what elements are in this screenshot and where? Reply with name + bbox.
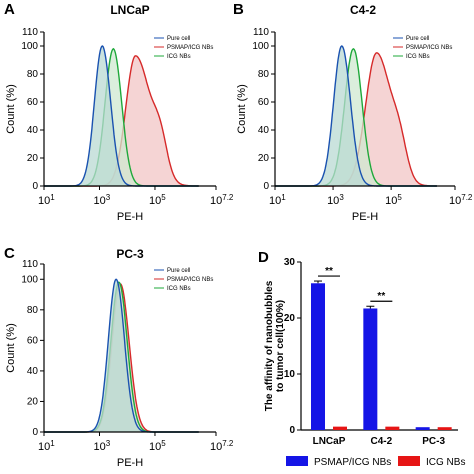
series-fill-0	[275, 46, 437, 186]
legend-label: Pure cell	[167, 36, 190, 42]
y-tick-label: 80	[27, 305, 39, 316]
bar-pc-3-0	[415, 427, 430, 430]
legend-label: PSMAP/ICG NBs	[314, 457, 391, 468]
y-axis-label: The affinity of nanobubblesto tumor cell…	[264, 280, 286, 411]
panel-title: C4-2	[350, 3, 376, 17]
x-tick-label: 103	[327, 193, 344, 207]
x-tick-label: 103	[93, 439, 110, 453]
x-axis-label: PE-H	[117, 211, 143, 223]
x-axis-label: PE-H	[352, 211, 378, 223]
y-tick-label: 20	[284, 313, 296, 324]
significance-label: **	[325, 266, 333, 277]
y-tick-label: 110	[22, 27, 38, 38]
y-tick-label: 0	[263, 181, 269, 192]
x-tick-label: LNCaP	[313, 436, 346, 447]
legend-label: Pure cell	[167, 268, 190, 274]
legend-label: ICG NBs	[406, 54, 430, 60]
bar-c4-2-0	[363, 308, 378, 430]
bar-pc-3-1	[437, 427, 452, 430]
x-tick-label: 101	[269, 193, 286, 207]
x-tick-label: 105	[385, 193, 402, 207]
histogram-panel-a: A LNCaP 0 20 40 60 80 100 110 101 103 105 107.2 PE-H C…	[4, 1, 234, 223]
legend-label: PSMAP/ICG NBs	[406, 45, 452, 51]
y-tick-label: 0	[32, 181, 38, 192]
y-tick-label: 40	[27, 366, 39, 377]
legend-label: ICG NBs	[167, 54, 191, 60]
y-tick-label: 0	[289, 425, 295, 436]
y-tick-label: 110	[22, 259, 38, 270]
y-tick-label: 10	[284, 369, 296, 380]
panel-title: LNCaP	[110, 3, 149, 17]
y-axis-label: Count (%)	[236, 84, 248, 134]
x-tick-label: 107.2	[210, 193, 234, 207]
histogram-panel-b: B C4-2 0 20 40 60 80 100 110 101 103 105 107.2 PE-H Co…	[233, 1, 473, 223]
legend-swatch	[398, 456, 420, 466]
y-tick-label: 110	[253, 27, 269, 38]
y-axis-label: Count (%)	[5, 323, 17, 373]
y-tick-label: 30	[284, 257, 296, 268]
y-axis-label: Count (%)	[5, 84, 17, 134]
legend-label: ICG NBs	[426, 457, 465, 468]
panel-letter: A	[4, 1, 15, 18]
y-tick-label: 40	[258, 125, 270, 136]
y-tick-label: 80	[27, 69, 39, 80]
series-fill-2	[275, 48, 437, 186]
legend-label: Pure cell	[406, 36, 429, 42]
x-tick-label: 105	[149, 193, 166, 207]
panel-letter: C	[4, 245, 15, 262]
series-fill-2	[44, 48, 199, 186]
y-tick-label: 60	[27, 97, 39, 108]
y-tick-label: 100	[252, 41, 269, 52]
panel-title: PC-3	[116, 247, 144, 261]
series-fill-1	[275, 52, 437, 186]
significance-label: **	[377, 291, 385, 302]
y-tick-label: 100	[21, 274, 38, 285]
x-tick-label: 103	[93, 193, 110, 207]
y-tick-label: 20	[27, 396, 39, 407]
panel-letter: D	[258, 249, 269, 266]
y-tick-label: 20	[27, 153, 39, 164]
x-tick-label: 105	[149, 439, 166, 453]
bar-lncap-1	[333, 426, 347, 430]
legend-label: PSMAP/ICG NBs	[167, 277, 213, 283]
panel-letter: B	[233, 1, 244, 18]
bar-c4-2-1	[385, 426, 400, 430]
x-tick-label: PC-3	[422, 436, 445, 447]
series-fill-0	[44, 279, 199, 432]
x-tick-label: 101	[38, 439, 55, 453]
x-tick-label: C4-2	[370, 436, 392, 447]
y-tick-label: 80	[258, 69, 270, 80]
y-tick-label: 40	[27, 125, 39, 136]
y-tick-label: 0	[32, 427, 38, 438]
x-axis-label: PE-H	[117, 457, 143, 469]
y-tick-label: 20	[258, 153, 270, 164]
x-tick-label: 107.2	[449, 193, 473, 207]
bar-lncap-0	[311, 283, 325, 430]
legend-swatch	[286, 456, 308, 466]
y-tick-label: 100	[21, 41, 38, 52]
bar-panel-d: D 0 10 20 30 The affinity of nanobubblesto tu…	[258, 249, 465, 468]
legend-label: ICG NBs	[167, 286, 191, 292]
y-tick-label: 60	[27, 335, 39, 346]
legend-label: PSMAP/ICG NBs	[167, 45, 213, 51]
histogram-panel-c: C PC-3 0 20 40 60 80 100 110 101 103 105 107.2 PE-H Co…	[4, 245, 234, 469]
x-tick-label: 101	[38, 193, 55, 207]
x-tick-label: 107.2	[210, 439, 234, 453]
y-tick-label: 60	[258, 97, 270, 108]
series-fill-1	[44, 55, 199, 186]
